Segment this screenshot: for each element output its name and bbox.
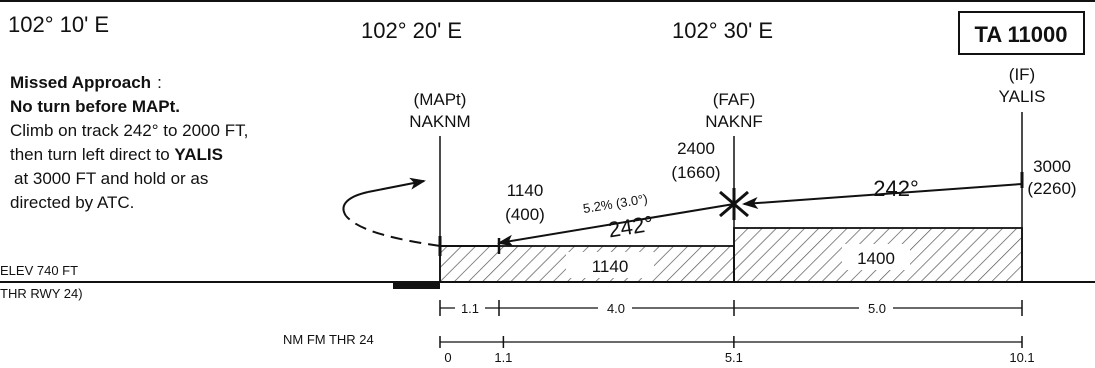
intermediate-segment-msa-area (733, 227, 1023, 283)
distance-scale-label: NM FM THR 24 (283, 332, 374, 347)
missed-approach-line-5: directed by ATC. (10, 193, 134, 212)
distance-scale-tick-label: 5.1 (725, 350, 743, 365)
final-msa-label-bg (566, 252, 654, 278)
distance-scale-ticks: 0 1.1 5.1 10.1 (439, 336, 1035, 365)
mapt-name-label: NAKNM (409, 112, 470, 131)
missed-approach-arrow (367, 177, 426, 193)
if-altitude: 3000 (1033, 157, 1071, 176)
segment-distance-1: 1.1 (461, 301, 479, 316)
longitude-label-3: 102° 30' E (672, 18, 773, 43)
intermediate-track-label: 242° (873, 176, 919, 201)
missed-approach-heading: Missed Approach (10, 73, 151, 92)
missed-approach-fix: YALIS (174, 145, 223, 164)
segment-distance-2: 4.0 (607, 301, 625, 316)
missed-approach-title: Missed Approach: (10, 73, 162, 92)
segment-1-label-bg (455, 300, 485, 316)
mapt-role-label: (MAPt) (414, 90, 467, 109)
runway-threshold-bar (393, 282, 440, 289)
threshold-elevation: ELEV 740 FT (0, 263, 78, 278)
distance-scale-tick-label: 1.1 (494, 350, 512, 365)
transition-altitude-box: TA 11000 (958, 11, 1085, 55)
distance-scale-tick-label: 0 (444, 350, 451, 365)
missed-approach-line-2: Climb on track 242° to 2000 FT, (10, 121, 248, 140)
if-altitude-height: (2260) (1027, 179, 1076, 198)
faf-cross-icon (719, 188, 749, 220)
intermediate-track-line (742, 183, 1023, 209)
stepdown-altitude: 1140 (507, 181, 544, 200)
segment-2-label-bg (598, 300, 632, 316)
missed-approach-line-1: No turn before MAPt. (10, 97, 180, 116)
stepdown-altitude-height: (400) (505, 205, 545, 224)
faf-role-label: (FAF) (713, 90, 756, 109)
threshold-runway: THR RWY 24) (0, 286, 83, 301)
distance-scale-tick-label: 10.1 (1009, 350, 1034, 365)
transition-altitude: TA 11000 (975, 22, 1068, 47)
longitude-label-2: 102° 20' E (361, 18, 462, 43)
missed-approach-colon: : (157, 73, 162, 92)
intermediate-msa-label-bg (842, 244, 910, 270)
segment-distance-3: 5.0 (868, 301, 886, 316)
longitude-label-1: 102° 10' E (8, 12, 109, 37)
segment-distance-bar (439, 300, 1023, 316)
faf-altitude: 2400 (677, 139, 715, 158)
final-track-line (497, 203, 735, 247)
missed-approach-line-3: then turn left direct to YALIS (10, 145, 223, 164)
segment-3-label-bg (859, 300, 893, 316)
faf-name-label: NAKNF (705, 112, 763, 131)
faf-altitude-height: (1660) (671, 163, 720, 182)
if-role-label: (IF) (1009, 65, 1035, 84)
if-name-label: YALIS (999, 87, 1046, 106)
final-segment-msa: 1140 (592, 257, 629, 276)
missed-approach-turn (342, 191, 369, 217)
intermediate-segment-msa: 1400 (857, 249, 895, 268)
missed-approach-line-3-prefix: then turn left direct to (10, 145, 174, 164)
missed-approach-path-dashed (345, 215, 441, 247)
missed-approach-line-4: at 3000 FT and hold or as (14, 169, 208, 188)
final-track-label: 242° (606, 211, 655, 243)
